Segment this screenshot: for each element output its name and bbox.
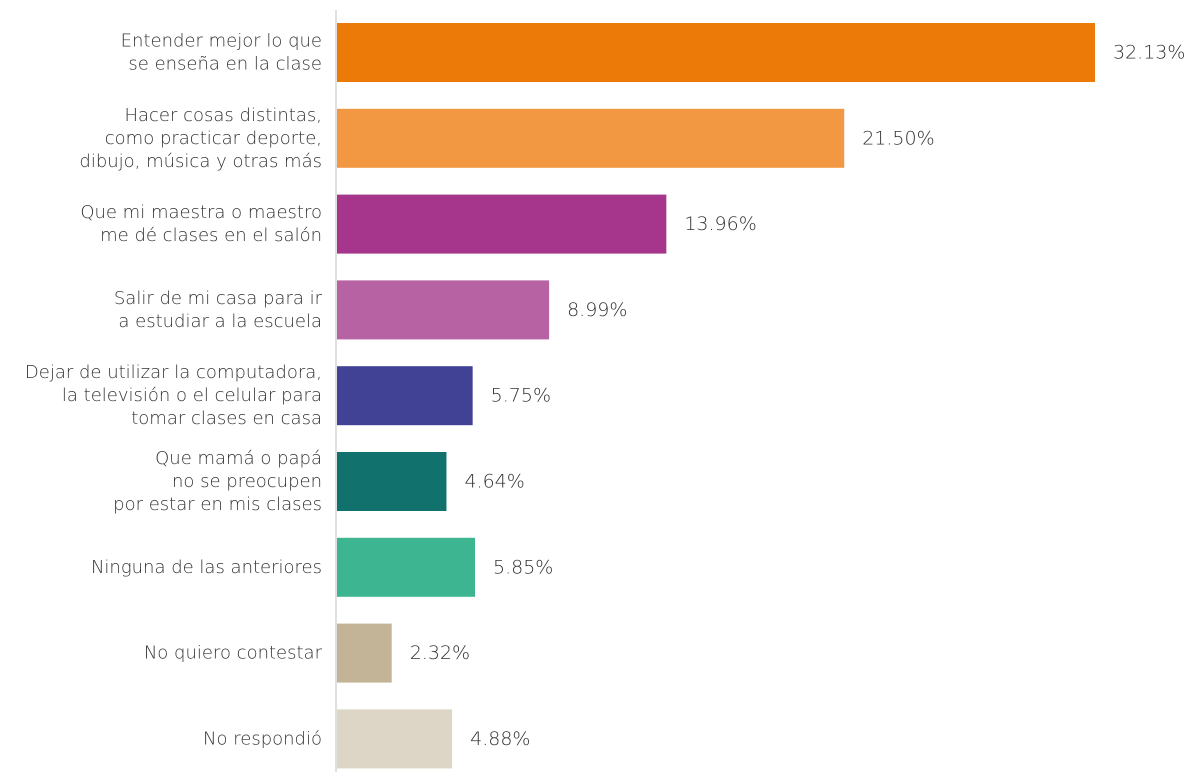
value-label-9: 4.88% (470, 728, 530, 750)
value-label-7: 5.85% (493, 556, 553, 578)
bar-6 (337, 452, 447, 511)
category-label-9-line-1: No respondió (203, 728, 322, 749)
category-label-8: No quiero contestar (144, 643, 323, 664)
category-label-2: Hacer cosas distintas, como practicar dep… (79, 105, 322, 172)
bar-3 (337, 194, 667, 254)
value-label-4: 8.99% (567, 299, 627, 321)
category-label-6-line-3: por estar en mis clases (113, 494, 322, 515)
category-label-6: Que mamá o papá no se preocupen por estar … (113, 448, 322, 515)
category-label-2-line-3: dibujo, música y otras más (79, 151, 322, 172)
value-labels-group: 32.13% 21.50% 13.96% 8.99% 5.75% 4.64% 5.85% 2.… (410, 42, 1186, 750)
category-label-6-line-1: Que mamá o papá (155, 448, 322, 469)
category-label-5-line-2: la televisión o el celular para (62, 385, 322, 406)
category-label-1-line-2: se enseña en la clase (128, 54, 322, 75)
bar-1 (337, 23, 1095, 82)
category-label-1: Entender mejor lo que se enseña en la cla… (121, 31, 322, 75)
category-label-3-line-2: me dé clases en el salón (100, 225, 322, 246)
bar-4 (337, 280, 550, 340)
bar-9 (337, 709, 453, 769)
value-label-5: 5.75% (491, 385, 551, 407)
bar-5 (337, 366, 473, 426)
category-label-7: Ninguna de las anteriores (91, 557, 322, 578)
bar-2 (337, 108, 845, 168)
category-label-2-line-2: como practicar deporte, (105, 128, 322, 149)
value-label-3: 13.96% (684, 213, 756, 235)
category-label-4: Salir de mi casa para ir a estudiar a la … (114, 288, 323, 332)
category-label-5-line-1: Dejar de utilizar la computadora, (25, 362, 322, 383)
category-label-4-line-2: a estudiar a la escuela (118, 311, 322, 332)
bar-7 (337, 537, 476, 597)
category-label-3: Que mi maestra o maestro me dé clases en … (80, 202, 322, 246)
category-label-9: No respondió (203, 728, 322, 749)
value-label-8: 2.32% (410, 642, 470, 664)
category-label-4-line-1: Salir de mi casa para ir (114, 288, 323, 309)
bars-group (337, 23, 1095, 769)
category-label-5: Dejar de utilizar la computadora, la tele… (25, 362, 322, 429)
value-label-6: 4.64% (464, 471, 524, 493)
category-labels-group: Entender mejor lo que se enseña en la cla… (25, 31, 323, 750)
value-label-2: 21.50% (862, 127, 934, 149)
category-label-2-line-1: Hacer cosas distintas, (124, 105, 322, 126)
category-label-5-line-3: tomar clases en casa (131, 408, 322, 429)
category-label-7-line-1: Ninguna de las anteriores (91, 557, 322, 578)
bar-8 (337, 623, 392, 683)
category-label-1-line-1: Entender mejor lo que (121, 31, 322, 52)
category-label-6-line-2: no se preocupen (172, 471, 322, 492)
category-label-3-line-1: Que mi maestra o maestro (80, 202, 322, 223)
category-label-8-line-1: No quiero contestar (144, 643, 323, 664)
value-label-1: 32.13% (1113, 42, 1185, 64)
